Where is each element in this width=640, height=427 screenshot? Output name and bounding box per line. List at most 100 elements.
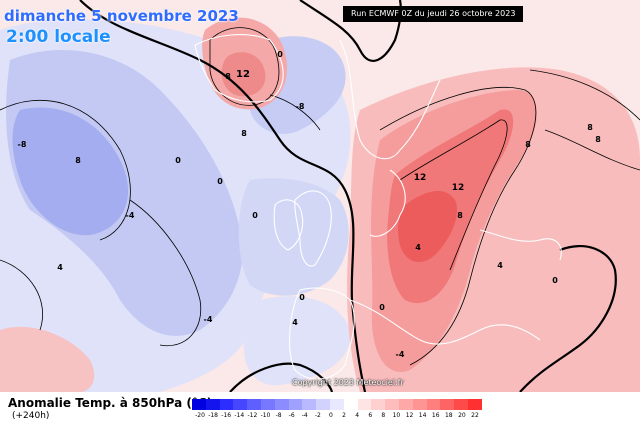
contour-value-label: 4 — [497, 261, 503, 270]
copyright-notice: Copyright 2023 Meteociel.fr — [292, 378, 404, 387]
color-scale — [192, 399, 482, 410]
color-swatch — [260, 399, 275, 410]
color-scale-ticks: -20 -18 -16 -14 -12 -10 -8 -6 -4 -2 0 2 4 6 8 10 12 14 16 1… — [195, 412, 480, 422]
coastline — [289, 287, 355, 380]
zero-isotherm-line-west — [229, 362, 334, 392]
warm-anomaly-area-continent-core — [397, 190, 458, 263]
cold-anomaly-area-west — [243, 296, 351, 386]
model-run-label: Run ECMWF 0Z du jeudi 26 octobre 2023 — [343, 6, 524, 22]
coastline — [294, 190, 332, 267]
contour-value-label: 0 — [552, 276, 558, 285]
color-swatch — [274, 399, 289, 410]
isotherm-line — [269, 94, 321, 131]
contour-value-label: 4 — [292, 318, 298, 327]
scale-tick-label: 8 — [381, 412, 386, 419]
scale-tick-label: -10 — [260, 412, 271, 419]
color-swatch — [302, 399, 317, 410]
contour-value-label: 12 — [236, 69, 250, 80]
lead-time: (+240h) — [12, 411, 50, 421]
legend-bar: Anomalie Temp. à 850hPa (°C) (+240h) -20… — [0, 392, 640, 427]
color-swatch — [343, 399, 358, 410]
scale-tick-label: -12 — [247, 412, 258, 419]
contour-value-label: 0 — [217, 177, 223, 186]
contour-value-label: 8 — [225, 72, 231, 81]
color-swatch — [233, 399, 248, 410]
color-swatch — [205, 399, 220, 410]
scale-tick-label: -20 — [195, 412, 205, 419]
color-swatch — [357, 399, 372, 410]
scale-tick-label: -2 — [314, 412, 321, 419]
contour-value-label: -4 — [396, 350, 405, 359]
warm-anomaly-area-greenland-core — [221, 52, 266, 97]
scale-tick-label: 22 — [471, 412, 479, 419]
contour-value-label: 0 — [175, 156, 181, 165]
isotherm-line — [0, 99, 131, 241]
coastline — [369, 169, 406, 237]
contour-value-label: 12 — [452, 183, 465, 193]
scale-tick-label: -4 — [301, 412, 308, 419]
color-swatch — [412, 399, 427, 410]
scale-tick-label: 10 — [392, 412, 401, 419]
isotherm-line — [544, 129, 640, 171]
cold-anomaly-area-uk — [238, 178, 349, 296]
contour-value-label: 8 — [587, 123, 593, 132]
contour-value-label: -8 — [18, 140, 27, 149]
contour-value-label: -4 — [204, 315, 213, 324]
forecast-time: 2:00 locale — [6, 27, 111, 47]
color-swatch — [385, 399, 399, 410]
contour-value-label: 0 — [379, 303, 385, 312]
color-swatch — [467, 399, 482, 410]
forecast-date: dimanche 5 novembre 2023 — [4, 7, 239, 25]
cold-anomaly-area-atlantic-deep — [12, 107, 129, 236]
coastline — [479, 229, 562, 261]
contour-value-label: 0 — [277, 50, 283, 59]
contour-value-label: 8 — [457, 211, 463, 220]
contour-value-label: 8 — [241, 129, 247, 138]
contour-value-label: 0 — [299, 293, 305, 302]
scale-tick-label: -16 — [221, 412, 232, 419]
isotherm-line — [129, 199, 202, 347]
scale-tick-label: 14 — [418, 412, 427, 419]
contour-value-label: 4 — [415, 243, 421, 252]
scale-tick-label: -8 — [275, 412, 282, 419]
contour-value-label: 4 — [57, 263, 63, 272]
contour-value-label: -8 — [296, 102, 305, 111]
zero-isotherm-line — [79, 0, 367, 392]
color-swatch — [219, 399, 234, 410]
scale-tick-label: 6 — [368, 412, 373, 419]
scale-tick-label: -18 — [208, 412, 218, 419]
contour-value-label: 8 — [75, 156, 81, 165]
coastline — [349, 299, 541, 345]
scale-tick-label: -6 — [288, 412, 295, 419]
scale-tick-label: 16 — [431, 412, 440, 419]
color-swatch — [440, 399, 455, 410]
scale-tick-label: -14 — [234, 412, 245, 419]
zero-isotherm-line-east — [519, 245, 617, 392]
color-swatch — [371, 399, 386, 410]
contour-value-label: 12 — [414, 173, 427, 183]
isotherm-line — [399, 119, 508, 271]
color-swatch — [426, 399, 441, 410]
color-swatch — [247, 399, 261, 410]
field-title: Anomalie Temp. à 850hPa (°C) — [8, 396, 213, 410]
contour-value-label: 8 — [525, 140, 531, 149]
contour-value-label: 8 — [595, 135, 601, 144]
color-swatch — [288, 399, 303, 410]
scale-tick-label: 20 — [458, 412, 466, 419]
coastline — [194, 34, 284, 103]
scale-tick-label: 0 — [329, 412, 333, 419]
scale-tick-label: 4 — [355, 412, 360, 419]
color-swatch — [192, 399, 206, 410]
isotherm-line — [529, 69, 640, 121]
contour-value-label: -4 — [126, 211, 135, 220]
scale-tick-label: 2 — [342, 412, 346, 419]
isotherm-line — [379, 87, 537, 366]
scale-tick-label: 18 — [444, 412, 453, 419]
warm-anomaly-area-southwest — [0, 326, 95, 392]
temperature-anomaly-map: 12 8 0 -8 -8 8 0 0 8 0 -4 12 12 8 4 -4 4 8 0 -4 4 0 0 4 8 8 diman… — [0, 0, 640, 392]
coastline — [339, 39, 441, 160]
color-swatch — [454, 399, 468, 410]
